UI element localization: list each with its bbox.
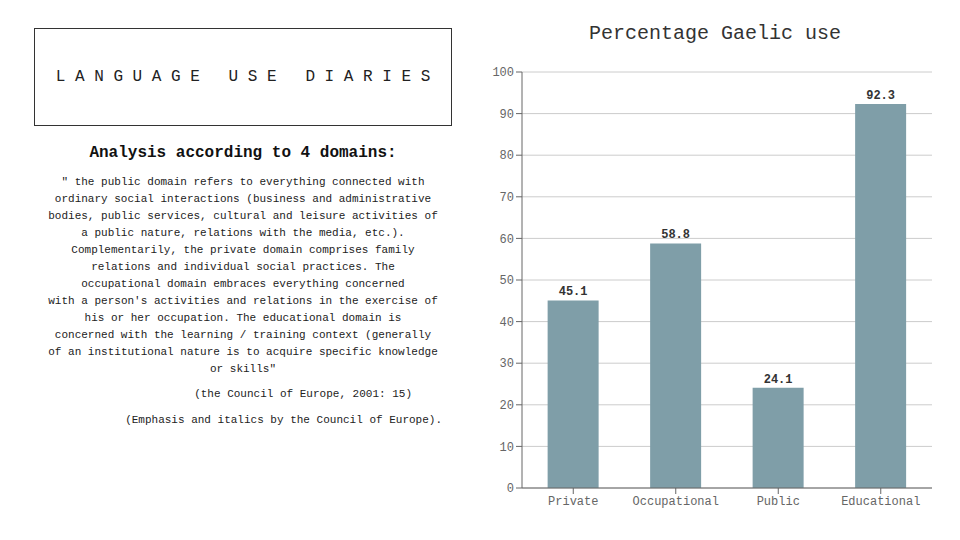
html-text:concerned with the learning /: concerned with the learning / training c… <box>54 329 432 341</box>
svg-text:60: 60 <box>500 233 514 247</box>
html-text:Percentage Gaelic use: Percentage Gaelic use <box>589 22 841 45</box>
html-text:a public nature, relations wit: a public nature, relations with the medi… <box>81 227 405 239</box>
svg-text:30: 30 <box>500 357 514 371</box>
html-text:(the Council of Europe, 2001:: (the Council of Europe, 2001: 15) <box>194 388 412 400</box>
svg-text:90: 90 <box>500 108 514 122</box>
svg-text:40: 40 <box>500 316 514 330</box>
svg-text:92.3: 92.3 <box>866 89 895 103</box>
html-text:bodies, public services, cultu: bodies, public services, cultural and le… <box>48 210 438 222</box>
svg-text:50: 50 <box>500 274 514 288</box>
svg-text:10: 10 <box>500 441 514 455</box>
svg-text:100: 100 <box>492 66 514 80</box>
svg-text:45.1: 45.1 <box>559 285 588 299</box>
html-text:(Emphasis and italics by the C: (Emphasis and italics by the Council of … <box>125 414 442 426</box>
html-text:occupational domain embraces e: occupational domain embraces everything … <box>81 278 405 290</box>
html-text:Complementarily, the private d: Complementarily, the private domain comp… <box>71 244 415 256</box>
html-text:relations and individual socia: relations and individual social practice… <box>91 261 395 273</box>
html-text:of an institutional nature is: of an institutional nature is to acquire… <box>48 346 438 358</box>
html-text:his or her occupation. The edu: his or her occupation. The educational d… <box>84 312 402 324</box>
svg-text:Educational: Educational <box>841 495 920 509</box>
svg-text:Public: Public <box>757 495 800 509</box>
svg-text:20: 20 <box>500 399 514 413</box>
html-text:ordinary social interactions (: ordinary social interactions (business a… <box>54 193 432 205</box>
html-text:L A N G U A G E U S E D I A R: L A N G U A G E U S E D I A R I E S <box>55 68 431 86</box>
html-text:or skills": or skills" <box>210 363 276 375</box>
html-text:Analysis according to 4 domain: Analysis according to 4 domains: <box>89 144 397 162</box>
svg-text:70: 70 <box>500 191 514 205</box>
svg-text:58.8: 58.8 <box>661 228 690 242</box>
svg-text:0: 0 <box>507 482 514 496</box>
svg-text:Occupational: Occupational <box>633 495 719 509</box>
html-text:" the public domain refers to: " the public domain refers to everything… <box>61 176 425 188</box>
svg-text:Private: Private <box>548 495 598 509</box>
svg-text:80: 80 <box>500 149 514 163</box>
svg-text:24.1: 24.1 <box>764 373 793 387</box>
html-text:with a person's activities and: with a person's activities and relations… <box>48 295 438 307</box>
